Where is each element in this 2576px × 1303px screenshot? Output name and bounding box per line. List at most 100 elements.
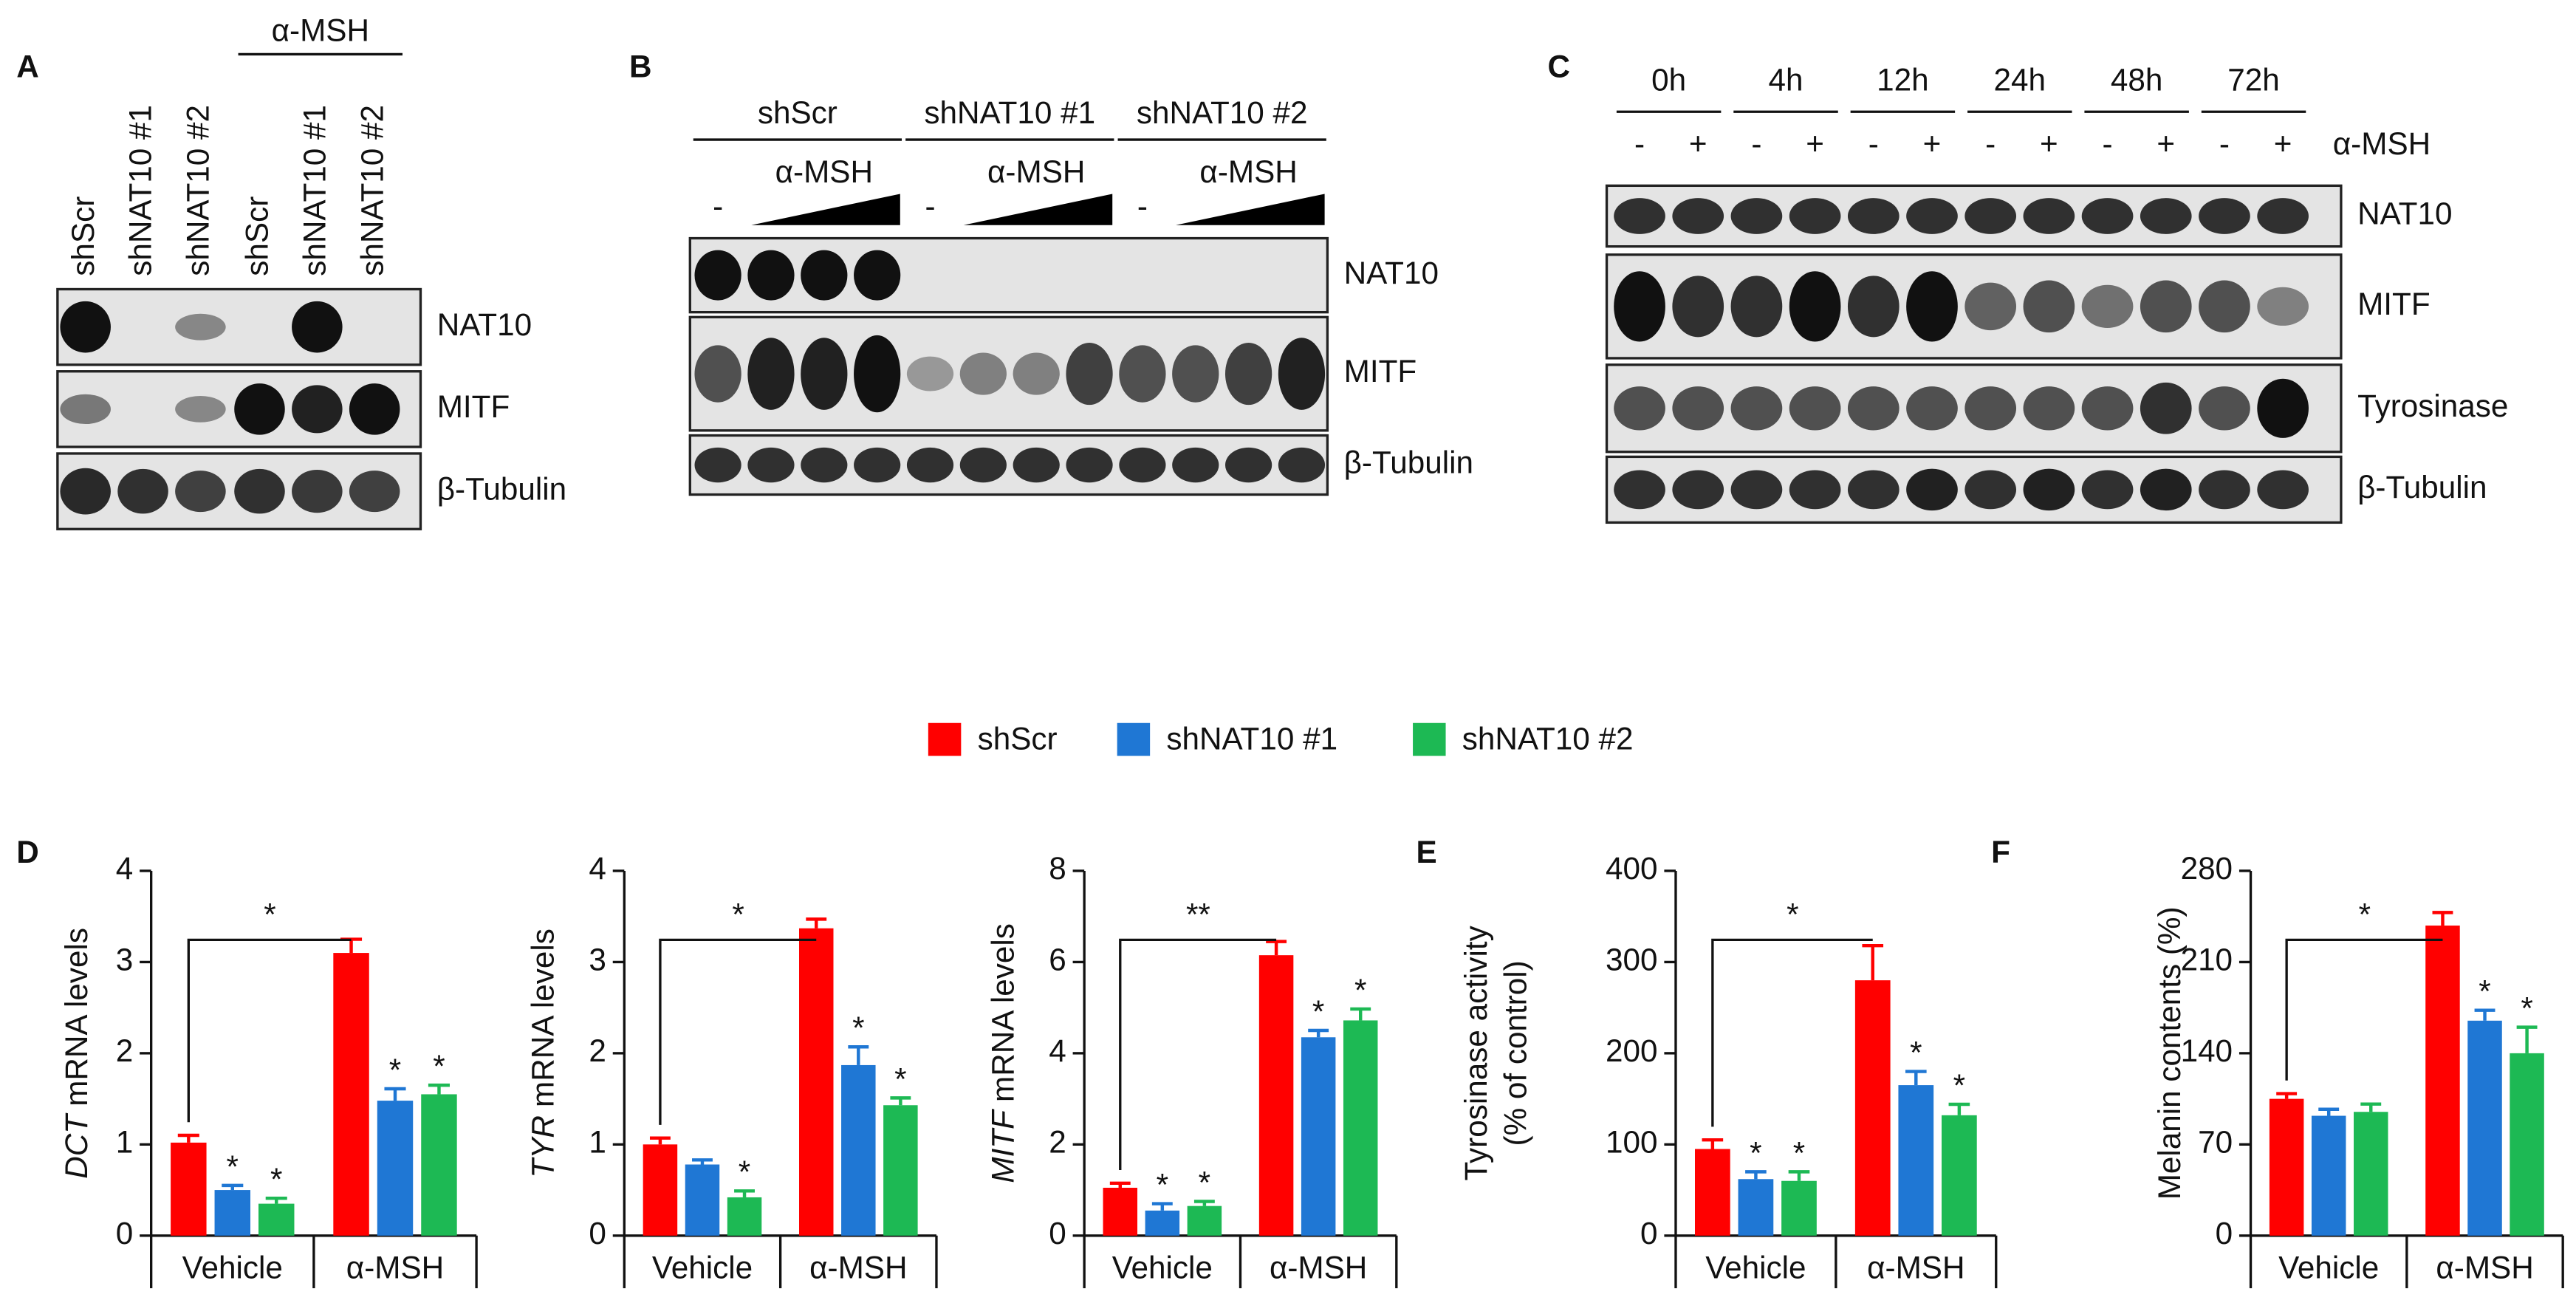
bar — [727, 1197, 762, 1236]
row-label: MITF — [437, 389, 510, 424]
band — [117, 468, 168, 514]
bar — [1103, 1187, 1138, 1236]
blot-strip — [56, 287, 422, 366]
band — [1278, 338, 1326, 410]
y-tick-label: 400 — [1606, 851, 1658, 886]
bracket-label: * — [2359, 897, 2371, 931]
band — [1964, 470, 2017, 510]
band — [1172, 447, 1219, 483]
y-tick-label: 0 — [2216, 1216, 2233, 1251]
row-label: NAT10 — [1344, 256, 1439, 290]
legend-label: shNAT10 #1 — [1166, 721, 1337, 756]
band — [747, 447, 795, 483]
y-axis-label: DCT mRNA levels — [59, 928, 94, 1179]
band — [1614, 198, 1665, 234]
band — [349, 383, 400, 435]
significance-bracket — [1711, 938, 1873, 1127]
x-tick-label: α-MSH — [2436, 1251, 2533, 1285]
panel-letter: A — [16, 49, 39, 84]
time-label: 0h — [1651, 62, 1686, 97]
y-tick-label: 210 — [2181, 943, 2233, 977]
y-tick-label: 2 — [589, 1033, 606, 1068]
y-tick-label: 4 — [116, 851, 134, 886]
band — [1789, 470, 1841, 510]
y-tick-label: 200 — [1606, 1033, 1658, 1068]
bar — [1738, 1179, 1774, 1236]
band — [854, 250, 901, 301]
band — [2081, 470, 2134, 510]
lane-label: shNAT10 #1 — [123, 105, 158, 276]
band — [854, 447, 901, 483]
band — [1672, 470, 1724, 510]
sign-label: - — [1868, 126, 1879, 161]
y-tick-label: 0 — [589, 1216, 606, 1251]
panel-letter: C — [1547, 49, 1570, 84]
band — [1730, 276, 1783, 338]
sign-label: + — [1923, 126, 1942, 161]
y-axis-label-line: Tyrosinase activity — [1459, 925, 1493, 1180]
x-tick-label: α-MSH — [346, 1251, 444, 1285]
band — [1789, 271, 1841, 342]
legend-label: shScr — [978, 721, 1058, 756]
band — [801, 338, 848, 410]
bar — [2425, 926, 2460, 1236]
band — [2257, 198, 2309, 234]
significance-star: * — [894, 1061, 906, 1096]
band — [1119, 447, 1166, 483]
bar — [2354, 1112, 2388, 1236]
band — [959, 447, 1007, 483]
band — [1066, 343, 1113, 406]
significance-star: * — [1750, 1135, 1761, 1170]
bar — [214, 1190, 251, 1236]
time-label: 4h — [1769, 62, 1803, 97]
band — [801, 250, 848, 301]
y-tick-label: 8 — [1049, 851, 1066, 886]
bar — [1301, 1037, 1336, 1236]
y-tick-label: 280 — [2181, 851, 2233, 886]
y-axis-label-text: Melanin contents (%) — [2152, 906, 2187, 1200]
treatment-label: α-MSH — [987, 154, 1085, 189]
band — [747, 338, 795, 410]
sign-label: + — [1689, 126, 1707, 161]
band — [1224, 343, 1272, 406]
y-tick-label: 0 — [1640, 1216, 1658, 1251]
bar — [1694, 1149, 1730, 1236]
y-axis-label-text: mRNA levels — [986, 923, 1021, 1102]
band — [2023, 198, 2075, 234]
dose-wedge — [751, 194, 900, 225]
significance-star: * — [227, 1149, 239, 1184]
band — [2199, 280, 2250, 333]
band — [747, 250, 795, 301]
band — [1847, 276, 1900, 338]
legend-label: shNAT10 #2 — [1462, 721, 1634, 756]
y-tick-label: 140 — [2181, 1033, 2233, 1068]
bar — [377, 1101, 414, 1236]
time-label: 48h — [2111, 62, 2163, 97]
y-tick-label: 2 — [116, 1033, 134, 1068]
band — [175, 471, 226, 513]
y-axis-label-text: mRNA levels — [526, 928, 561, 1107]
band — [1730, 470, 1783, 510]
x-tick-label: Vehicle — [2278, 1251, 2379, 1285]
bar — [2467, 1020, 2502, 1236]
significance-bracket — [659, 938, 817, 1125]
band — [1672, 276, 1724, 338]
significance-star: * — [2521, 991, 2532, 1026]
bar — [171, 1142, 207, 1236]
significance-star: * — [389, 1053, 401, 1087]
legend-swatch — [1117, 722, 1151, 756]
panel-letter: F — [1991, 835, 2010, 869]
band — [1847, 198, 1900, 234]
band — [2140, 468, 2192, 511]
band — [2257, 470, 2309, 510]
y-axis-label-text: mRNA levels — [59, 928, 94, 1107]
band — [2140, 382, 2192, 434]
y-tick-label: 100 — [1606, 1124, 1658, 1159]
significance-star: * — [1354, 973, 1366, 1008]
sign-label: + — [2274, 126, 2292, 161]
panel-letter: B — [629, 49, 652, 84]
band — [175, 395, 226, 423]
blot-strip — [688, 434, 1329, 496]
bar — [841, 1064, 876, 1236]
